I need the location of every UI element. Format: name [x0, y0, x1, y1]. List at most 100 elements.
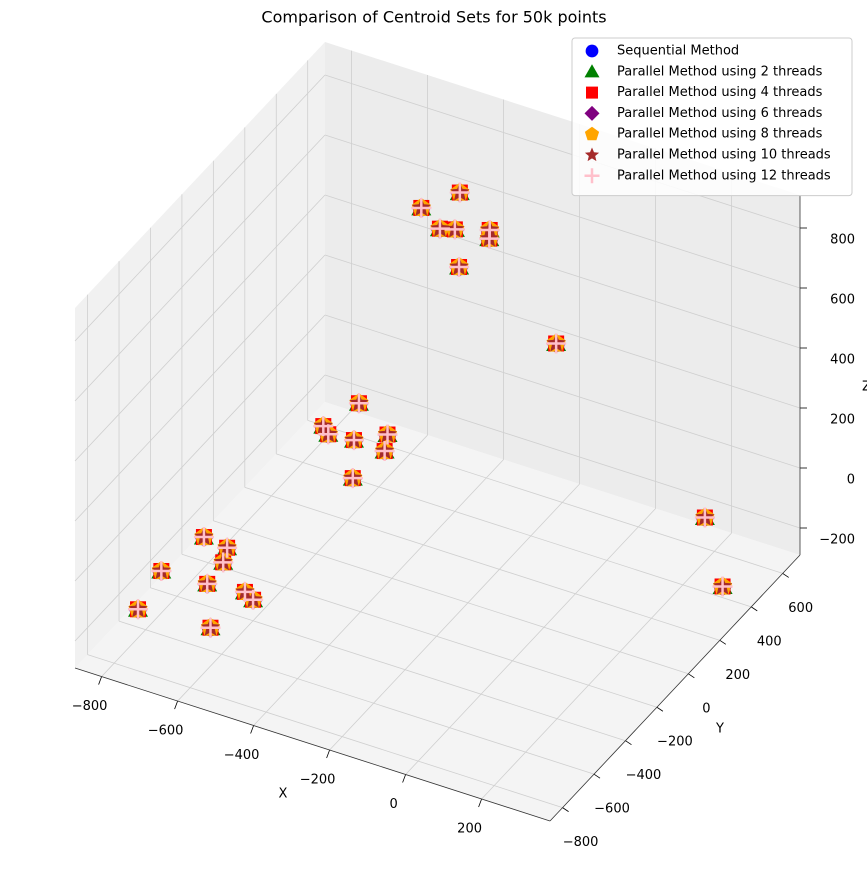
legend-marker — [584, 147, 600, 162]
grid-line — [74, 134, 326, 402]
legend-label: Parallel Method using 4 threads — [617, 85, 823, 100]
y-tick-label: 200 — [725, 668, 750, 683]
legend-label: Parallel Method using 6 threads — [617, 106, 823, 121]
tick-mark — [562, 807, 569, 812]
z-tick-label: 800 — [830, 233, 855, 248]
grid-line — [324, 374, 801, 529]
x-tick-label: −200 — [300, 773, 336, 788]
y-tick-label: 400 — [757, 634, 782, 649]
pane-bottom — [75, 402, 800, 821]
y-axis — [549, 554, 801, 822]
data-point — [429, 218, 450, 239]
x-tick-label: −600 — [148, 724, 184, 739]
tick-mark — [250, 725, 254, 734]
legend-box — [571, 37, 853, 197]
y-tick-label: 600 — [788, 601, 813, 616]
y-tick-label: 0 — [702, 701, 710, 716]
z-tick-label: 600 — [830, 293, 855, 308]
grid-line — [329, 483, 580, 751]
data-point — [479, 219, 500, 240]
data-point — [313, 416, 334, 437]
data-point — [546, 333, 567, 354]
tick-mark — [98, 676, 102, 685]
legend-label: Parallel Method using 2 threads — [617, 64, 823, 79]
grid-line — [74, 314, 326, 582]
legend-label: Sequential Method — [617, 44, 739, 59]
grid-line — [324, 74, 801, 229]
legend-marker — [584, 64, 600, 78]
tick-mark — [593, 773, 601, 779]
grid-line — [177, 434, 428, 702]
grid-line — [244, 486, 720, 641]
tick-mark — [326, 749, 330, 759]
tick-mark — [625, 740, 632, 746]
tick-mark — [656, 706, 664, 712]
grid-line — [118, 620, 595, 775]
x-axis — [74, 667, 551, 822]
z-axis-label: Z — [862, 380, 867, 395]
tick-mark — [751, 606, 758, 612]
x-axis-label: X — [279, 787, 288, 802]
legend-label: Parallel Method using 12 threads — [617, 168, 831, 183]
z-tick-label: 400 — [830, 353, 855, 368]
tick-mark — [688, 673, 695, 679]
data-point — [374, 441, 395, 462]
grid-line — [405, 508, 656, 775]
grid-line — [213, 520, 689, 675]
data-point — [193, 527, 214, 548]
z-tick-label: 200 — [830, 413, 855, 428]
grid-line — [87, 654, 563, 808]
grid-line — [324, 254, 801, 409]
legend-marker — [584, 168, 600, 184]
data-point — [197, 573, 218, 594]
data-point — [200, 617, 221, 638]
series — [128, 182, 733, 638]
data-point — [213, 552, 234, 573]
data-point — [694, 507, 715, 528]
x-tick-label: −400 — [224, 748, 260, 763]
grid-line — [253, 459, 504, 726]
x-tick-label: 200 — [457, 821, 482, 836]
x-tick-label: 0 — [389, 797, 397, 812]
legend-marker — [585, 44, 599, 58]
data-point — [151, 560, 172, 581]
x-tick-label: −800 — [72, 699, 108, 714]
data-point — [411, 197, 432, 218]
grid-line — [324, 134, 801, 289]
tick-mark — [478, 798, 482, 808]
grid-line — [74, 194, 326, 462]
y-tick-label: −600 — [594, 802, 630, 817]
z-tick-label: −200 — [819, 533, 855, 548]
y-axis-label: Y — [715, 722, 724, 737]
tick-mark — [719, 639, 727, 645]
tick-mark — [402, 774, 406, 783]
grid-line — [181, 553, 658, 708]
legend-marker — [584, 105, 600, 121]
legend-label: Parallel Method using 10 threads — [617, 148, 831, 163]
data-point — [449, 182, 470, 203]
grid-line — [324, 194, 801, 349]
legend-label: Parallel Method using 8 threads — [617, 127, 823, 142]
y-tick-label: −400 — [626, 768, 662, 783]
legend-marker — [584, 126, 600, 141]
data-point — [377, 424, 398, 445]
data-point — [343, 430, 364, 451]
data-point — [342, 468, 363, 489]
tick-mark — [782, 573, 789, 578]
grid-line — [74, 74, 326, 342]
tick-mark — [174, 700, 178, 710]
data-point — [318, 424, 339, 445]
y-tick-label: −200 — [657, 735, 693, 750]
data-point — [712, 576, 733, 597]
grid-line — [150, 587, 626, 742]
grid-line — [74, 254, 326, 522]
data-point — [128, 599, 149, 620]
y-tick-label: −800 — [563, 835, 599, 850]
z-tick-label: 0 — [847, 473, 855, 488]
pane-left — [75, 42, 325, 668]
data-point — [234, 581, 255, 602]
data-point — [449, 256, 470, 277]
legend-marker — [586, 86, 598, 99]
grid-line — [481, 532, 732, 800]
